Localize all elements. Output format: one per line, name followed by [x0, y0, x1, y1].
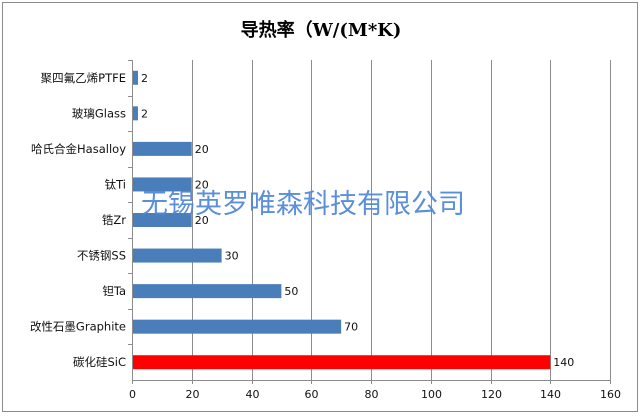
- data-label-6: 50: [284, 285, 298, 298]
- x-tick-label-40: 40: [246, 388, 260, 401]
- category-label-8: 碳化硅SiC: [73, 355, 126, 369]
- bar-5: [133, 248, 222, 263]
- data-label-1: 2: [141, 107, 148, 120]
- category-label-6: 钽Ta: [102, 284, 126, 298]
- category-label-0: 聚四氟乙烯PTFE: [41, 71, 126, 85]
- data-label-8: 140: [553, 356, 574, 369]
- category-label-4: 锆Zr: [102, 213, 126, 227]
- company-watermark: 无锡英罗唯森科技有限公司: [141, 189, 465, 220]
- x-tick-label-160: 160: [600, 388, 621, 401]
- data-label-5: 30: [225, 250, 239, 263]
- labels: 0 20 40 60 80 100 120 140 160 聚四氟乙烯PTFE 2 玻璃Glass 2 哈…: [30, 71, 621, 401]
- x-tick-label-60: 60: [305, 388, 319, 401]
- data-label-7: 70: [344, 321, 358, 334]
- x-tick-label-20: 20: [186, 388, 200, 401]
- category-label-5: 不锈钢SS: [77, 249, 126, 263]
- data-label-4: 20: [195, 214, 209, 227]
- x-tick-label-0: 0: [129, 388, 136, 401]
- bars: [133, 70, 551, 370]
- gridlines: [192, 60, 611, 380]
- x-tick-label-120: 120: [481, 388, 502, 401]
- bar-6: [133, 284, 282, 299]
- x-tick-label-100: 100: [421, 388, 442, 401]
- chart-frame: 导热率（W/(M*K) 0 20 40 60 80 100 120 140 160 聚四氟乙烯PT…: [2, 2, 638, 412]
- bar-4: [133, 213, 192, 227]
- axes: [128, 60, 611, 384]
- bar-3: [133, 177, 192, 192]
- bar-7: [133, 319, 342, 334]
- bar-8: [133, 355, 551, 370]
- bar-2: [133, 141, 192, 156]
- category-label-2: 哈氏合金Hasalloy: [31, 142, 126, 156]
- bar-0: [133, 70, 138, 85]
- data-label-3: 20: [195, 178, 209, 191]
- chart-title: 导热率（W/(M*K): [241, 19, 402, 41]
- category-label-1: 玻璃Glass: [72, 106, 126, 120]
- data-label-2: 20: [195, 143, 209, 156]
- bar-1: [133, 106, 138, 121]
- x-tick-label-140: 140: [540, 388, 561, 401]
- x-tick-label-80: 80: [365, 388, 379, 401]
- data-label-0: 2: [141, 72, 148, 85]
- category-label-7: 改性石墨Graphite: [30, 320, 126, 334]
- thermal-conductivity-chart: 导热率（W/(M*K) 0 20 40 60 80 100 120 140 160 聚四氟乙烯PT…: [30, 19, 621, 401]
- category-label-3: 钛Ti: [105, 177, 126, 191]
